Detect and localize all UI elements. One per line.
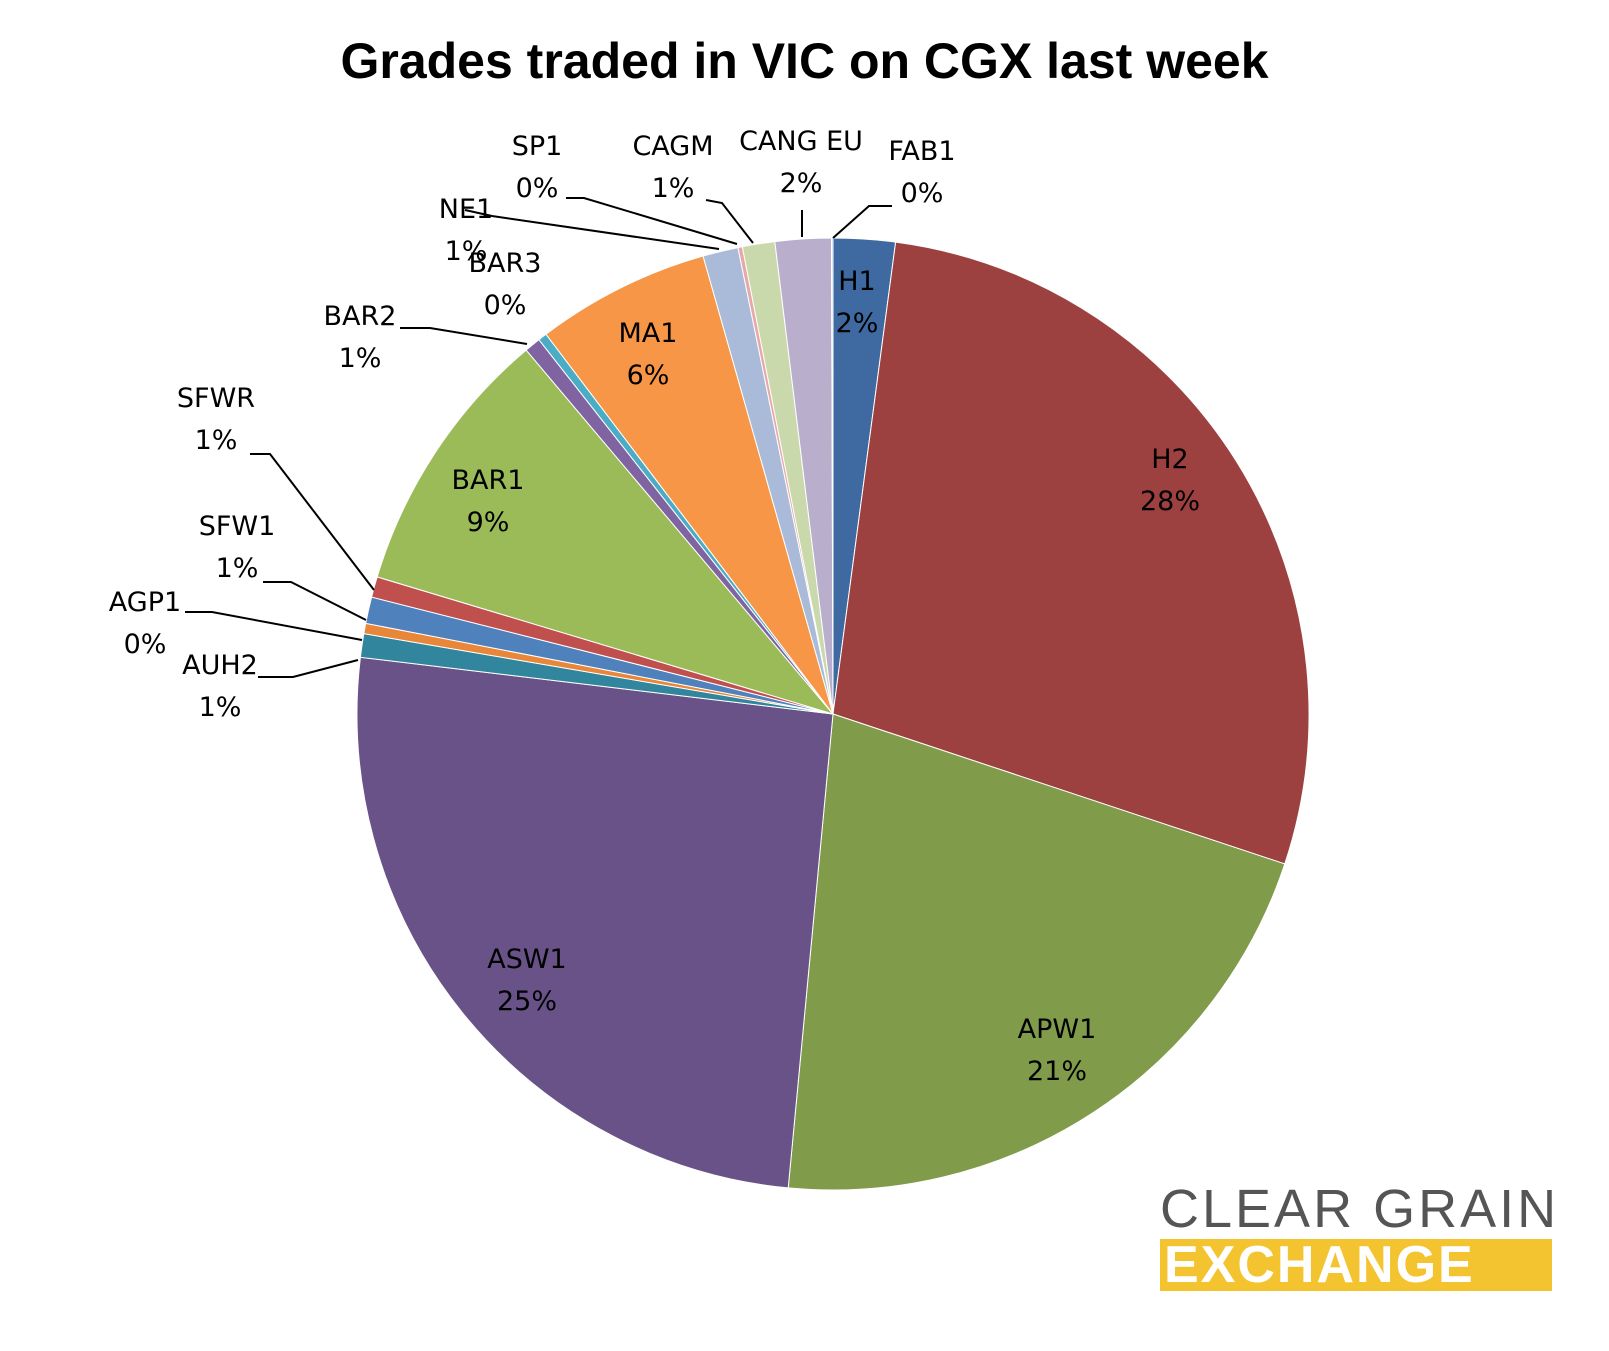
- slice-percent-bar3: 0%: [484, 290, 527, 321]
- leader-line-bar2: [400, 327, 528, 345]
- slice-labels: H1 2% H2 28% APW1 21% ASW1 25% AUH2 1% AGP1 0% SFW1 1…: [109, 126, 1200, 1087]
- slice-label-fab1: FAB1: [888, 136, 955, 167]
- slice-h2: [832, 241, 1310, 865]
- slice-percent-apw1: 21%: [1027, 1056, 1087, 1087]
- slice-percent-asw1: 25%: [497, 986, 557, 1017]
- logo-text-clear-grain: CLEAR GRAIN: [1160, 1179, 1560, 1239]
- slice-label-h1: H1: [838, 266, 875, 297]
- leader-line-fab1: [832, 205, 892, 239]
- slice-label-ne1: NE1: [439, 194, 493, 225]
- slice-percent-cang-eu: 2%: [780, 168, 823, 199]
- slice-label-bar1: BAR1: [452, 465, 525, 496]
- slice-percent-sfw1: 1%: [216, 553, 259, 584]
- slice-percent-sp1: 0%: [516, 173, 559, 204]
- slice-label-cang-eu: CANG EU: [739, 126, 863, 157]
- slice-percent-auh2: 1%: [199, 692, 242, 723]
- slice-label-h2: H2: [1151, 444, 1188, 475]
- leader-line-sfwr: [250, 453, 375, 591]
- slice-label-asw1: ASW1: [487, 944, 566, 975]
- logo-text-exchange: EXCHANGE: [1160, 1239, 1552, 1291]
- slice-percent-h1: 2%: [836, 308, 879, 339]
- chart-title: Grades traded in VIC on CGX last week: [340, 33, 1269, 89]
- slice-label-bar3: BAR3: [469, 248, 542, 279]
- slice-ma1: [545, 255, 834, 715]
- pie-slices: [356, 237, 1310, 1191]
- slice-percent-bar2: 1%: [339, 343, 382, 374]
- slice-percent-bar1: 9%: [467, 507, 510, 538]
- leader-line-auh2: [258, 659, 359, 678]
- slice-label-sfw1: SFW1: [199, 511, 276, 542]
- slice-label-agp1: AGP1: [109, 587, 181, 618]
- slice-percent-h2: 28%: [1140, 486, 1200, 517]
- leader-line-agp1: [185, 611, 363, 641]
- slice-percent-cagm: 1%: [652, 173, 695, 204]
- slice-apw1: [787, 713, 1286, 1191]
- leader-lines: [185, 197, 892, 678]
- slice-label-auh2: AUH2: [182, 650, 258, 681]
- slice-asw1: [356, 656, 834, 1189]
- slice-bar1: [376, 349, 835, 715]
- slice-label-cagm: CAGM: [632, 131, 713, 162]
- slice-percent-ne1: 1%: [445, 236, 488, 267]
- clear-grain-exchange-logo: CLEAR GRAIN EXCHANGE: [1160, 1179, 1560, 1291]
- slice-label-sfwr: SFWR: [177, 383, 255, 414]
- slice-label-ma1: MA1: [619, 318, 678, 349]
- slice-fab1: [831, 237, 834, 715]
- slice-percent-agp1: 0%: [124, 629, 167, 660]
- leader-line-cagm: [705, 199, 754, 244]
- slice-percent-fab1: 0%: [901, 178, 944, 209]
- slice-percent-sfwr: 1%: [195, 425, 238, 456]
- slice-label-sp1: SP1: [512, 131, 563, 162]
- slice-label-bar2: BAR2: [324, 301, 397, 332]
- slice-percent-ma1: 6%: [627, 360, 670, 391]
- leader-line-sp1: [566, 197, 738, 245]
- slice-label-apw1: APW1: [1018, 1014, 1097, 1045]
- leader-line-sfw1: [263, 581, 367, 621]
- leader-line-ne1: [464, 209, 720, 250]
